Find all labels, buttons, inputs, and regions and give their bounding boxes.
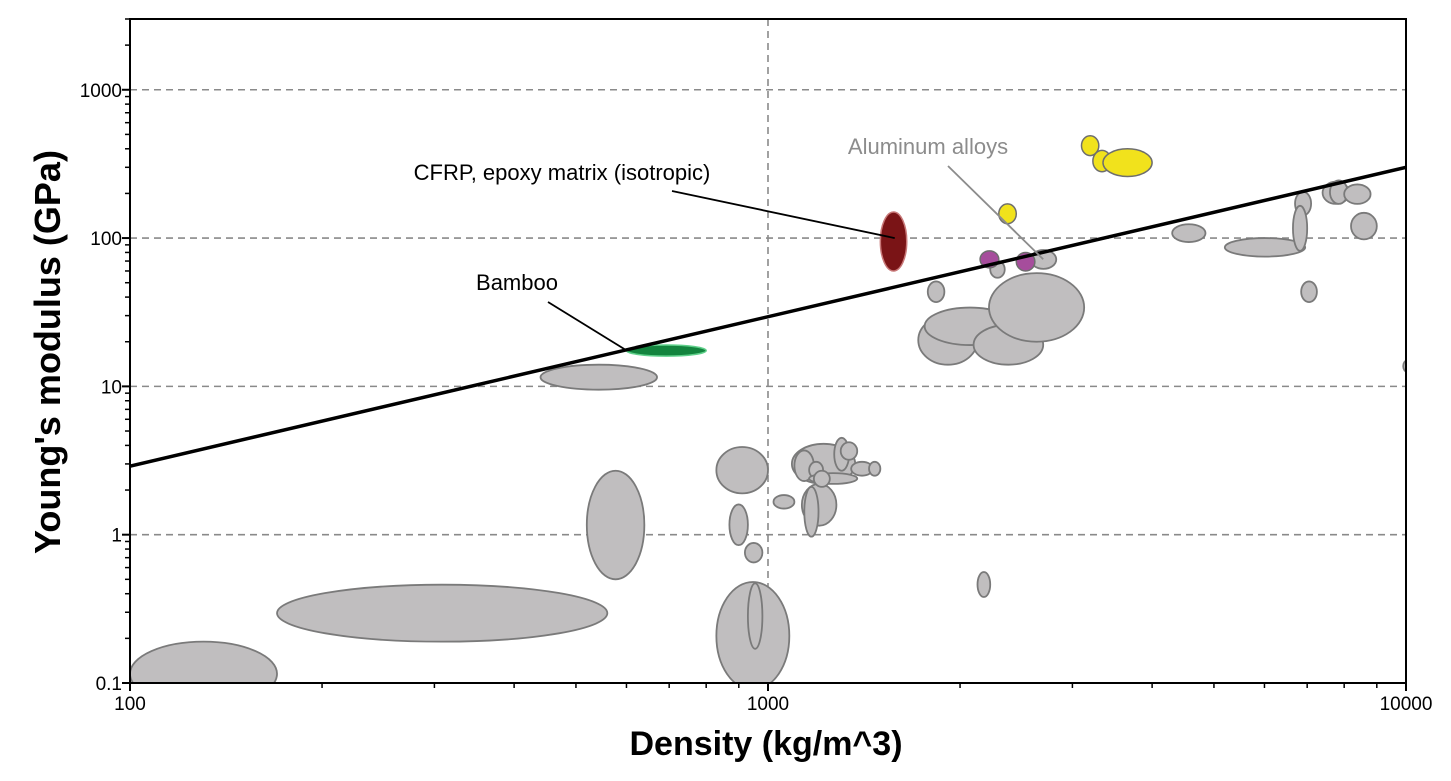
material-bubble: [585, 469, 646, 581]
material-bubble: [1292, 204, 1309, 252]
grid-lines: [130, 19, 1406, 683]
annotation-label: Bamboo: [476, 270, 558, 295]
y-tick-label: 100: [90, 229, 122, 250]
material-bubbles: [130, 134, 1406, 683]
material-bubble: [812, 469, 831, 488]
x-axis-title: Density (kg/m^3): [629, 725, 902, 763]
material-bubble: [879, 211, 908, 272]
material-bubble: [1171, 223, 1207, 243]
y-tick-label: 0.1: [96, 674, 122, 695]
x-tick-label: 100: [114, 694, 146, 715]
material-bubble: [743, 542, 764, 564]
guide-line-group: [130, 165, 1406, 468]
material-bubble: [772, 494, 796, 510]
annotation-leader-line: [671, 190, 895, 239]
annotations: CFRP, epoxy matrix (isotropic) Bamboo Alum…: [414, 134, 1044, 352]
y-tick-label: 1000: [80, 81, 122, 102]
annotation-label: Aluminum alloys: [848, 134, 1008, 159]
guide-line: [130, 165, 1406, 468]
annotation-leader-line: [547, 301, 627, 352]
material-bubble: [1080, 134, 1100, 157]
material-bubble: [1300, 280, 1318, 304]
material-bubble: [130, 640, 278, 683]
material-bubble: [1343, 183, 1372, 205]
material-bubble: [926, 280, 946, 304]
x-axis-ticks: 100 1000 10000: [114, 683, 1432, 715]
material-bubble: [746, 582, 764, 650]
annotation-leader-line: [947, 165, 1044, 260]
material-bubble: [276, 583, 609, 643]
y-axis-title: Young's modulus (GPa): [27, 150, 68, 554]
annotation-label: CFRP, epoxy matrix (isotropic): [414, 160, 711, 185]
y-axis-ticks: 0.1 1 10 100 1000: [80, 81, 130, 695]
material-bubble: [1102, 148, 1153, 178]
material-bubble: [1223, 237, 1307, 258]
material-bubble: [988, 272, 1086, 343]
y-tick-label: 1: [111, 526, 122, 547]
material-bubble: [1402, 359, 1406, 373]
material-bubble: [976, 571, 992, 598]
material-bubble: [1350, 211, 1378, 241]
material-bubble: [715, 446, 769, 495]
material-bubble: [539, 363, 658, 391]
material-bubble: [998, 203, 1018, 225]
material-bubble: [839, 441, 859, 461]
x-tick-label: 1000: [747, 694, 789, 715]
material-bubble: [868, 460, 882, 477]
material-bubble: [728, 503, 749, 547]
y-tick-label: 10: [101, 377, 122, 398]
material-bubble: [803, 486, 820, 538]
x-tick-label: 10000: [1380, 694, 1433, 715]
